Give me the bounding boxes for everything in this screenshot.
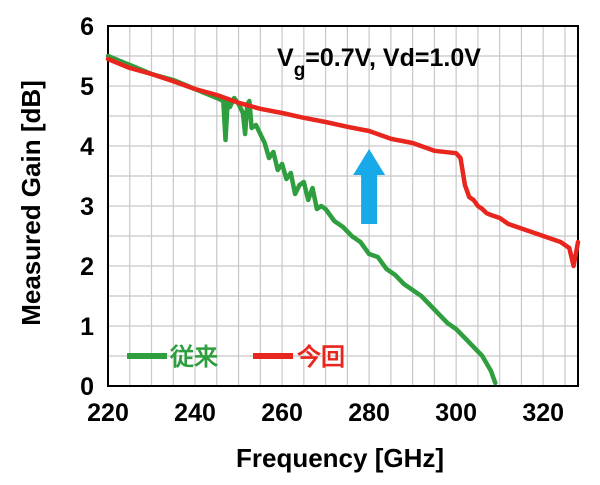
y-tick-label: 0 <box>80 373 94 401</box>
improvement-arrow <box>353 149 386 224</box>
y-tick-label: 6 <box>80 13 94 41</box>
legend: 従来 今回 <box>127 343 345 371</box>
x-tick-label: 300 <box>435 399 477 427</box>
y-tick-label: 4 <box>80 133 94 161</box>
y-tick-label: 1 <box>80 313 94 341</box>
tick-labels: 220 240 260 280 300 320 0 1 2 3 4 5 6 <box>80 13 564 427</box>
legend-label-conventional: 従来 <box>169 343 219 371</box>
series-line-this-work <box>105 56 581 269</box>
series-line-conventional <box>105 53 498 386</box>
y-tick-label: 3 <box>80 193 94 221</box>
chart-grid <box>108 26 578 386</box>
bias-annotation: Vg=0.7V, Vd=1.0V <box>277 44 481 81</box>
x-tick-label: 240 <box>174 399 216 427</box>
x-tick-label: 220 <box>87 399 129 427</box>
x-tick-label: 280 <box>348 399 390 427</box>
x-axis-title: Frequency [GHz] <box>236 443 444 473</box>
x-tick-label: 320 <box>522 399 564 427</box>
arrow-shape <box>353 149 386 224</box>
y-tick-label: 2 <box>80 253 94 281</box>
y-axis-title: Measured Gain [dB] <box>16 80 46 326</box>
y-tick-label: 5 <box>80 73 94 101</box>
series-layer <box>105 53 581 386</box>
legend-label-this-work: 今回 <box>297 343 345 371</box>
x-tick-label: 260 <box>261 399 303 427</box>
plot-frame <box>107 25 579 387</box>
